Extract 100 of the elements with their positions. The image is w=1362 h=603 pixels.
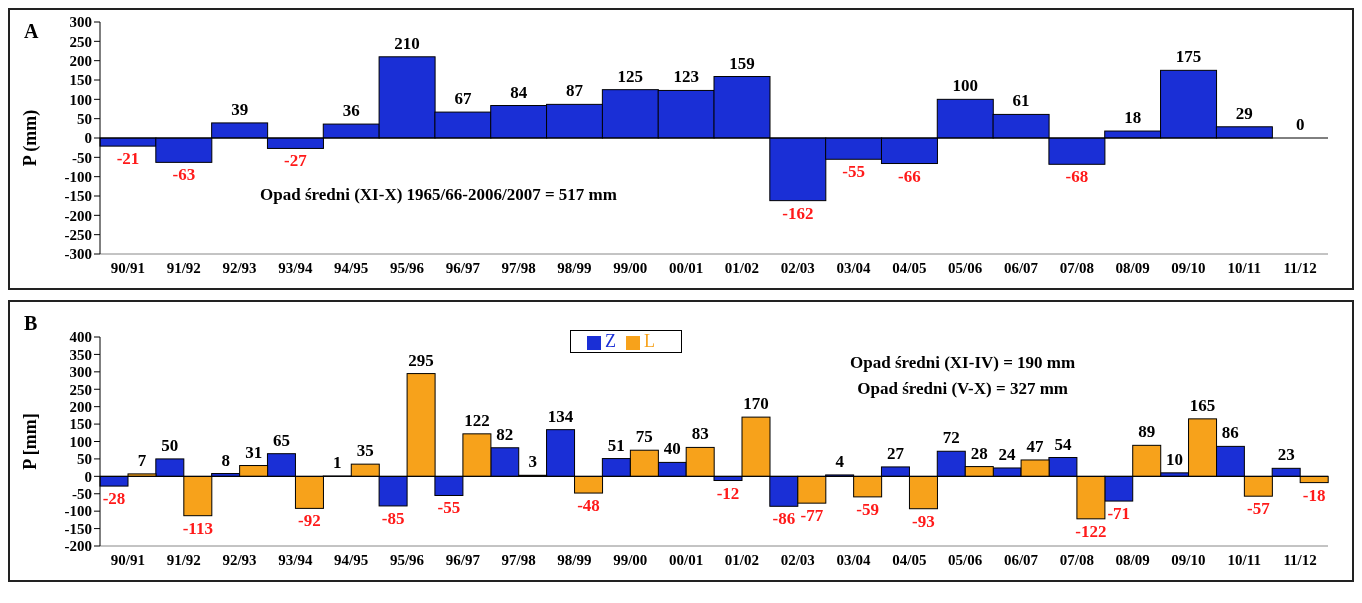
data-label: -85 bbox=[381, 508, 405, 528]
data-label: 4 bbox=[835, 451, 845, 471]
x-tick-label: 96/97 bbox=[445, 259, 481, 276]
y-tick-label: 200 bbox=[69, 52, 92, 69]
y-tick-label: 50 bbox=[77, 451, 92, 468]
y-tick-label: 300 bbox=[69, 14, 92, 31]
x-tick-label: 94/95 bbox=[334, 259, 369, 276]
data-label: 50 bbox=[161, 435, 179, 455]
data-label: 175 bbox=[1175, 47, 1202, 67]
y-tick-label: 150 bbox=[69, 72, 92, 89]
y-tick-label: 50 bbox=[77, 110, 92, 127]
x-tick-label: 02/03 bbox=[780, 551, 815, 568]
x-tick-label: 93/94 bbox=[278, 551, 313, 568]
y-tick-label: -100 bbox=[64, 168, 92, 185]
x-tick-label: 04/05 bbox=[892, 259, 927, 276]
x-tick-label: 93/94 bbox=[278, 259, 313, 276]
data-label: -12 bbox=[716, 483, 740, 503]
y-tick-label: -150 bbox=[64, 520, 92, 537]
y-tick-label: -300 bbox=[64, 246, 92, 263]
data-label: -92 bbox=[298, 511, 321, 531]
data-label: 165 bbox=[1189, 395, 1216, 415]
x-tick-label: 07/08 bbox=[1059, 259, 1094, 276]
x-tick-label: 01/02 bbox=[724, 259, 759, 276]
x-tick-label: 04/05 bbox=[892, 551, 927, 568]
y-tick-label: -200 bbox=[64, 538, 92, 555]
y-tick-label: 200 bbox=[69, 398, 92, 415]
data-label: 31 bbox=[245, 442, 263, 462]
data-label: 61 bbox=[1012, 91, 1030, 111]
data-label: 8 bbox=[221, 450, 230, 470]
data-label: -21 bbox=[116, 149, 140, 169]
y-tick-label: 0 bbox=[84, 130, 92, 147]
data-label: -68 bbox=[1065, 167, 1089, 187]
x-tick-label: 00/01 bbox=[669, 259, 704, 276]
data-label: -63 bbox=[172, 165, 196, 185]
y-tick-label: -250 bbox=[64, 226, 92, 243]
y-tick-label: 250 bbox=[69, 33, 92, 50]
data-label: 65 bbox=[272, 430, 290, 450]
data-label: 7 bbox=[137, 450, 147, 470]
data-label: 134 bbox=[547, 406, 574, 426]
y-tick-label: 400 bbox=[69, 329, 92, 346]
data-label: 295 bbox=[408, 350, 434, 370]
data-label: 39 bbox=[231, 99, 249, 119]
y-axis-title: P (mm) bbox=[20, 109, 42, 167]
data-label: -28 bbox=[102, 489, 126, 509]
data-label: -71 bbox=[1107, 504, 1131, 524]
x-tick-label: 03/04 bbox=[836, 551, 872, 568]
x-tick-label: 95/96 bbox=[389, 551, 425, 568]
data-label: 87 bbox=[566, 81, 584, 101]
data-label: -113 bbox=[182, 518, 213, 538]
data-label: 122 bbox=[464, 410, 490, 430]
x-tick-label: 10/11 bbox=[1227, 259, 1261, 276]
y-tick-label: 100 bbox=[69, 91, 92, 108]
data-label: 159 bbox=[729, 53, 755, 73]
x-tick-label: 99/00 bbox=[613, 551, 648, 568]
x-tick-label: 91/92 bbox=[166, 551, 201, 568]
data-label: 84 bbox=[510, 82, 528, 102]
data-label: 3 bbox=[528, 452, 537, 472]
y-tick-label: 100 bbox=[69, 433, 92, 450]
data-label: -86 bbox=[772, 509, 796, 529]
annotation: Opad średni (XI-IV) = 190 mm bbox=[850, 352, 1076, 374]
x-tick-label: 97/98 bbox=[501, 551, 536, 568]
data-label: 24 bbox=[998, 444, 1017, 464]
legend-label: Z bbox=[605, 331, 616, 351]
x-tick-label: 05/06 bbox=[948, 551, 983, 568]
legend-label: L bbox=[644, 331, 655, 351]
annotation: Opad średni (V-X) = 327 mm bbox=[856, 378, 1069, 400]
data-label: 27 bbox=[886, 443, 905, 463]
x-tick-label: 92/93 bbox=[222, 551, 257, 568]
y-tick-label: -200 bbox=[64, 207, 92, 224]
data-label: 82 bbox=[496, 424, 514, 444]
data-label: 86 bbox=[1221, 423, 1239, 443]
x-tick-label: 06/07 bbox=[1003, 259, 1039, 276]
x-tick-label: 94/95 bbox=[334, 551, 369, 568]
x-tick-label: 09/10 bbox=[1171, 551, 1206, 568]
data-label: 0 bbox=[1295, 115, 1305, 134]
x-tick-label: 99/00 bbox=[613, 259, 648, 276]
x-tick-label: 95/96 bbox=[389, 259, 425, 276]
chart-title: A bbox=[24, 20, 39, 43]
data-label: -18 bbox=[1302, 485, 1326, 505]
data-label: 47 bbox=[1026, 436, 1045, 456]
x-tick-label: 02/03 bbox=[780, 259, 815, 276]
data-label: -162 bbox=[782, 203, 814, 223]
x-tick-label: 92/93 bbox=[222, 259, 257, 276]
x-tick-label: 98/99 bbox=[557, 551, 592, 568]
data-label: -48 bbox=[577, 496, 600, 516]
data-label: 54 bbox=[1054, 434, 1072, 454]
data-label: 23 bbox=[1277, 445, 1295, 465]
data-label: 123 bbox=[673, 67, 699, 87]
data-label: -66 bbox=[898, 166, 921, 186]
data-label: -122 bbox=[1075, 521, 1107, 541]
y-tick-label: 300 bbox=[69, 364, 92, 381]
data-label: 170 bbox=[743, 394, 769, 414]
data-label: 29 bbox=[1235, 103, 1253, 123]
data-label: 28 bbox=[970, 443, 988, 463]
data-label: 40 bbox=[663, 439, 681, 459]
data-label: -27 bbox=[284, 151, 308, 171]
y-tick-label: 150 bbox=[69, 416, 92, 433]
data-label: 36 bbox=[342, 101, 360, 121]
x-tick-label: 05/06 bbox=[948, 259, 983, 276]
x-tick-label: 09/10 bbox=[1171, 259, 1206, 276]
